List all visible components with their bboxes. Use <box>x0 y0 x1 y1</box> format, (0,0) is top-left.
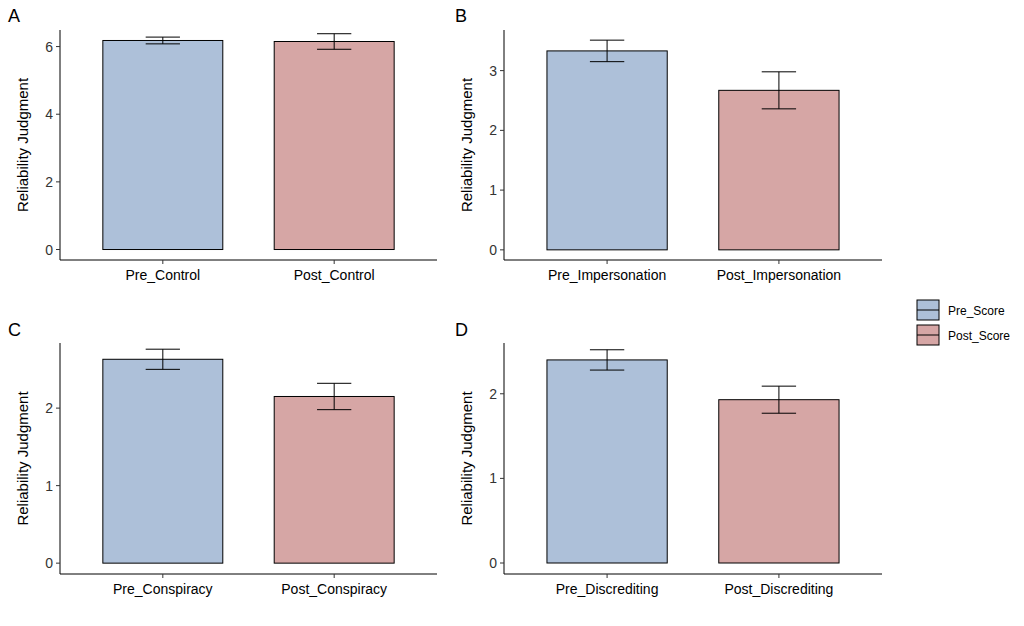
legend-key-line <box>917 335 939 336</box>
legend-label: Pre_Score <box>948 304 1005 318</box>
x-tick-label: Pre_Control <box>125 267 200 283</box>
x-tick <box>162 260 163 264</box>
error-bar <box>146 349 180 369</box>
y-axis-line <box>60 30 61 260</box>
y-tick-label: 2 <box>45 400 53 416</box>
marks <box>547 350 839 563</box>
x-tick <box>778 260 779 264</box>
y-tick <box>56 46 60 47</box>
error-bar <box>762 72 796 109</box>
x-tick <box>162 574 163 578</box>
marks <box>103 34 394 250</box>
y-tick <box>500 130 504 131</box>
panel: A Reliability Judgment 0 2 4 6 Pre_Control Post… <box>8 6 437 283</box>
bar <box>274 396 394 563</box>
y-tick <box>56 114 60 115</box>
x-axis-line <box>504 260 882 261</box>
y-tick-label: 1 <box>489 182 497 198</box>
y-tick-label: 0 <box>45 555 53 571</box>
x-tick <box>334 260 335 264</box>
bar <box>719 400 839 563</box>
error-bar <box>146 37 180 44</box>
x-tick <box>778 574 779 578</box>
y-tick-label: 2 <box>45 174 53 190</box>
legend-swatch <box>917 325 939 345</box>
y-axis-line <box>504 30 505 260</box>
x-tick-label: Post_Impersonation <box>717 267 842 283</box>
legend-key-line <box>917 310 939 311</box>
x-tick <box>607 260 608 264</box>
y-tick <box>500 478 504 479</box>
y-axis-line <box>504 343 505 574</box>
panel-label: A <box>8 6 20 26</box>
panel-label: C <box>8 320 21 340</box>
bar <box>274 42 394 250</box>
y-axis-label: Reliability Judgment <box>14 391 31 526</box>
y-tick-label: 2 <box>489 386 497 402</box>
error-bar <box>762 386 796 413</box>
y-tick <box>56 181 60 182</box>
x-tick-label: Post_Discrediting <box>724 581 833 597</box>
y-tick-label: 4 <box>45 106 53 122</box>
x-tick-label: Post_Control <box>294 267 375 283</box>
x-axis-line <box>504 574 882 575</box>
y-tick-label: 1 <box>489 470 497 486</box>
y-axis-label: Reliability Judgment <box>458 391 475 526</box>
y-axis-line <box>60 343 61 574</box>
y-tick-label: 1 <box>45 478 53 494</box>
y-tick <box>500 563 504 564</box>
panel-label: B <box>455 6 467 26</box>
y-tick <box>500 249 504 250</box>
y-tick <box>500 393 504 394</box>
legend-label: Post_Score <box>948 329 1010 343</box>
y-tick <box>56 249 60 250</box>
x-tick-label: Pre_Conspiracy <box>113 581 213 597</box>
panel: D Reliability Judgment 0 1 2 Pre_Discrediting… <box>455 320 882 597</box>
y-tick-label: 0 <box>45 242 53 258</box>
figure: A Reliability Judgment 0 2 4 6 Pre_Control Post… <box>0 0 1024 626</box>
x-tick-label: Pre_Impersonation <box>548 267 666 283</box>
bar <box>547 51 667 250</box>
y-tick <box>56 485 60 486</box>
error-bar <box>317 34 351 50</box>
y-tick <box>56 408 60 409</box>
x-tick-label: Pre_Discrediting <box>556 581 659 597</box>
y-tick <box>500 70 504 71</box>
marks <box>547 40 839 250</box>
bar <box>547 360 667 563</box>
bar <box>103 40 223 249</box>
y-tick <box>500 190 504 191</box>
y-tick-label: 0 <box>489 555 497 571</box>
error-bar <box>590 40 624 62</box>
x-tick <box>607 574 608 578</box>
legend: Pre_Score Post_Score <box>917 300 1010 345</box>
y-axis-label: Reliability Judgment <box>14 77 31 212</box>
y-tick-label: 2 <box>489 122 497 138</box>
x-tick <box>334 574 335 578</box>
marks <box>103 349 394 563</box>
bar <box>103 359 223 563</box>
x-tick-label: Post_Conspiracy <box>281 581 387 597</box>
panel: C Reliability Judgment 0 1 2 Pre_Conspiracy Po… <box>8 320 437 597</box>
y-tick <box>56 563 60 564</box>
x-axis-line <box>60 260 437 261</box>
error-bar <box>590 350 624 370</box>
x-axis-line <box>60 574 437 575</box>
y-axis-label: Reliability Judgment <box>458 77 475 212</box>
y-tick-label: 0 <box>489 242 497 258</box>
panel-label: D <box>455 320 468 340</box>
legend-swatch <box>917 300 939 320</box>
error-bar <box>317 383 351 409</box>
panel: B Reliability Judgment 0 1 2 3 Pre_Impersonati… <box>455 6 882 283</box>
bar <box>719 90 839 250</box>
y-tick-label: 6 <box>45 39 53 55</box>
y-tick-label: 3 <box>489 63 497 79</box>
